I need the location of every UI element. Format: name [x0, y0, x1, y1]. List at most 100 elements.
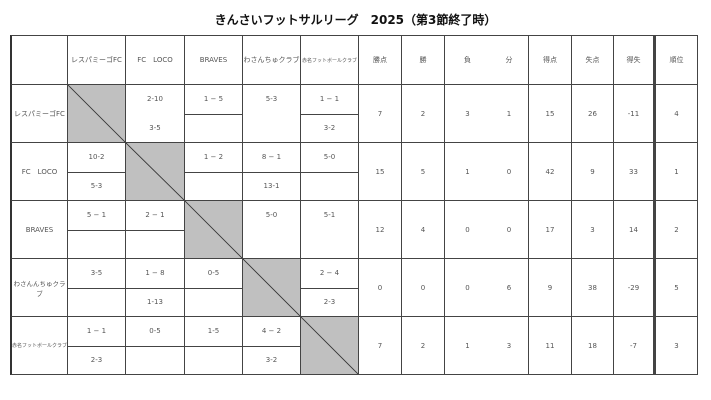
stat-cell: 7 [359, 317, 402, 375]
stat-cell-text: 4 [674, 109, 679, 118]
stat-cell-text: 33 [629, 167, 638, 176]
stat-cell-text: 2 [674, 225, 679, 234]
stat-cell: -11 [614, 85, 656, 143]
stat-column-header-text: 失点 [585, 56, 600, 64]
stat-cell-text: 4 [420, 225, 426, 234]
match-result-cell: 5-3 [243, 85, 301, 143]
stat-column-header-text: 順位 [669, 56, 684, 64]
stat-cell: 5 [402, 143, 445, 201]
first-leg-score: 0-5 [185, 259, 242, 289]
stat-cell: -29 [614, 259, 656, 317]
team-column-header: BRAVES [185, 35, 243, 85]
stat-cell-text: 3 [506, 341, 512, 350]
stat-cell-text: 6 [506, 283, 512, 292]
match-result-cell: 5 − 1 [68, 201, 126, 259]
team-row-header-text: わさんんちゅクラブ [13, 279, 66, 298]
stat-column-header-text: 勝 [419, 56, 427, 64]
stat-cell: 38 [572, 259, 614, 317]
first-leg-score: 1 − 1 [68, 317, 125, 347]
first-leg-score: 1 − 1 [301, 85, 358, 115]
stat-cell: 9 [572, 143, 614, 201]
stat-column-header-text: 負 [464, 56, 471, 64]
match-result-cell: 4 − 2 3-2 [243, 317, 301, 375]
stat-column-header: 得点 [529, 35, 572, 85]
stat-cell: 3 [490, 317, 529, 375]
first-leg-score: 5 − 1 [68, 201, 125, 231]
second-leg-score [68, 288, 125, 317]
stat-cell: 14 [614, 201, 656, 259]
stat-cell: 2 [402, 85, 445, 143]
stat-cell-text: 2 [420, 109, 426, 118]
team-row-header: FC LOCO [10, 143, 68, 201]
stat-cell: 5 [656, 259, 698, 317]
stat-cell-text: 3 [674, 341, 679, 350]
self-match-cell [243, 259, 301, 317]
stat-column-header-text: 勝点 [373, 56, 387, 64]
stat-cell-text: 18 [588, 341, 597, 350]
stat-column-header: 分 [490, 35, 529, 85]
corner-cell [10, 35, 68, 85]
match-result-cell: 0-5 [126, 317, 185, 375]
stat-cell-text: 0 [506, 225, 512, 234]
stat-cell: 0 [445, 201, 490, 259]
stat-cell: -7 [614, 317, 656, 375]
stat-cell: 18 [572, 317, 614, 375]
self-match-cell [126, 143, 185, 201]
stat-cell: 0 [490, 201, 529, 259]
second-leg-score [185, 288, 242, 317]
second-leg-score: 3-2 [265, 355, 278, 364]
diagonal-line [126, 143, 184, 200]
team-column-header: FC LOCO [126, 35, 185, 85]
first-leg-score: 8 − 1 [243, 143, 300, 173]
stat-column-header: 失点 [572, 35, 614, 85]
match-result-cell: 3-5 [68, 259, 126, 317]
stat-cell: 9 [529, 259, 572, 317]
match-result-cell: 5-1 [301, 201, 359, 259]
first-leg-score: 5-1 [323, 211, 336, 220]
match-result-cell: 1-5 [185, 317, 243, 375]
second-leg-score [301, 230, 358, 259]
match-result-cell: 1 − 1 3-2 [301, 85, 359, 143]
second-leg-score [185, 172, 242, 201]
first-leg-score: 2 − 1 [126, 201, 184, 231]
stat-cell-text: 0 [420, 283, 426, 292]
self-match-cell [301, 317, 359, 375]
stat-cell: 6 [490, 259, 529, 317]
stat-cell: 26 [572, 85, 614, 143]
stat-cell: 1 [490, 85, 529, 143]
match-result-cell: 5-0 [243, 201, 301, 259]
team-column-header-text: 赤名フットボールクラブ [301, 57, 357, 64]
first-leg-score: 5-0 [301, 143, 358, 173]
team-column-header: 赤名フットボールクラブ [301, 35, 359, 85]
match-result-cell: 1 − 2 [185, 143, 243, 201]
first-leg-score: 0-5 [126, 317, 184, 347]
stat-column-header-text: 得失 [626, 56, 641, 64]
stat-cell-text: 38 [588, 283, 597, 292]
first-leg-score: 5-3 [265, 95, 278, 104]
stat-cell: 17 [529, 201, 572, 259]
stat-cell-text: 0 [465, 225, 470, 234]
diagonal-line [185, 201, 242, 258]
stat-column-header-text: 得点 [543, 56, 557, 64]
diagonal-line [243, 259, 300, 316]
team-column-header-text: BRAVES [199, 56, 228, 64]
team-row-header-text: レスパミーゴFC [14, 109, 65, 118]
second-leg-score [243, 230, 300, 259]
match-result-cell: 0-5 [185, 259, 243, 317]
match-result-cell: 5-0 [301, 143, 359, 201]
first-leg-score: 1 − 5 [185, 85, 242, 115]
team-row-header-text: FC LOCO [21, 167, 58, 176]
second-leg-score [126, 230, 184, 259]
page-title: きんさいフットサルリーグ 2025（第3節終了時） [214, 13, 497, 27]
second-leg-score: 13-1 [263, 181, 280, 190]
stat-cell: 11 [529, 317, 572, 375]
stat-cell: 15 [359, 143, 402, 201]
team-row-header: BRAVES [10, 201, 68, 259]
team-row-header: レスパミーゴFC [10, 85, 68, 143]
stat-column-header-text: 分 [505, 56, 513, 64]
stat-column-header: 負 [445, 35, 490, 85]
stat-cell: 3 [572, 201, 614, 259]
second-leg-score [243, 114, 300, 143]
diagonal-line [68, 85, 125, 142]
stat-cell-text: 5 [420, 167, 426, 176]
